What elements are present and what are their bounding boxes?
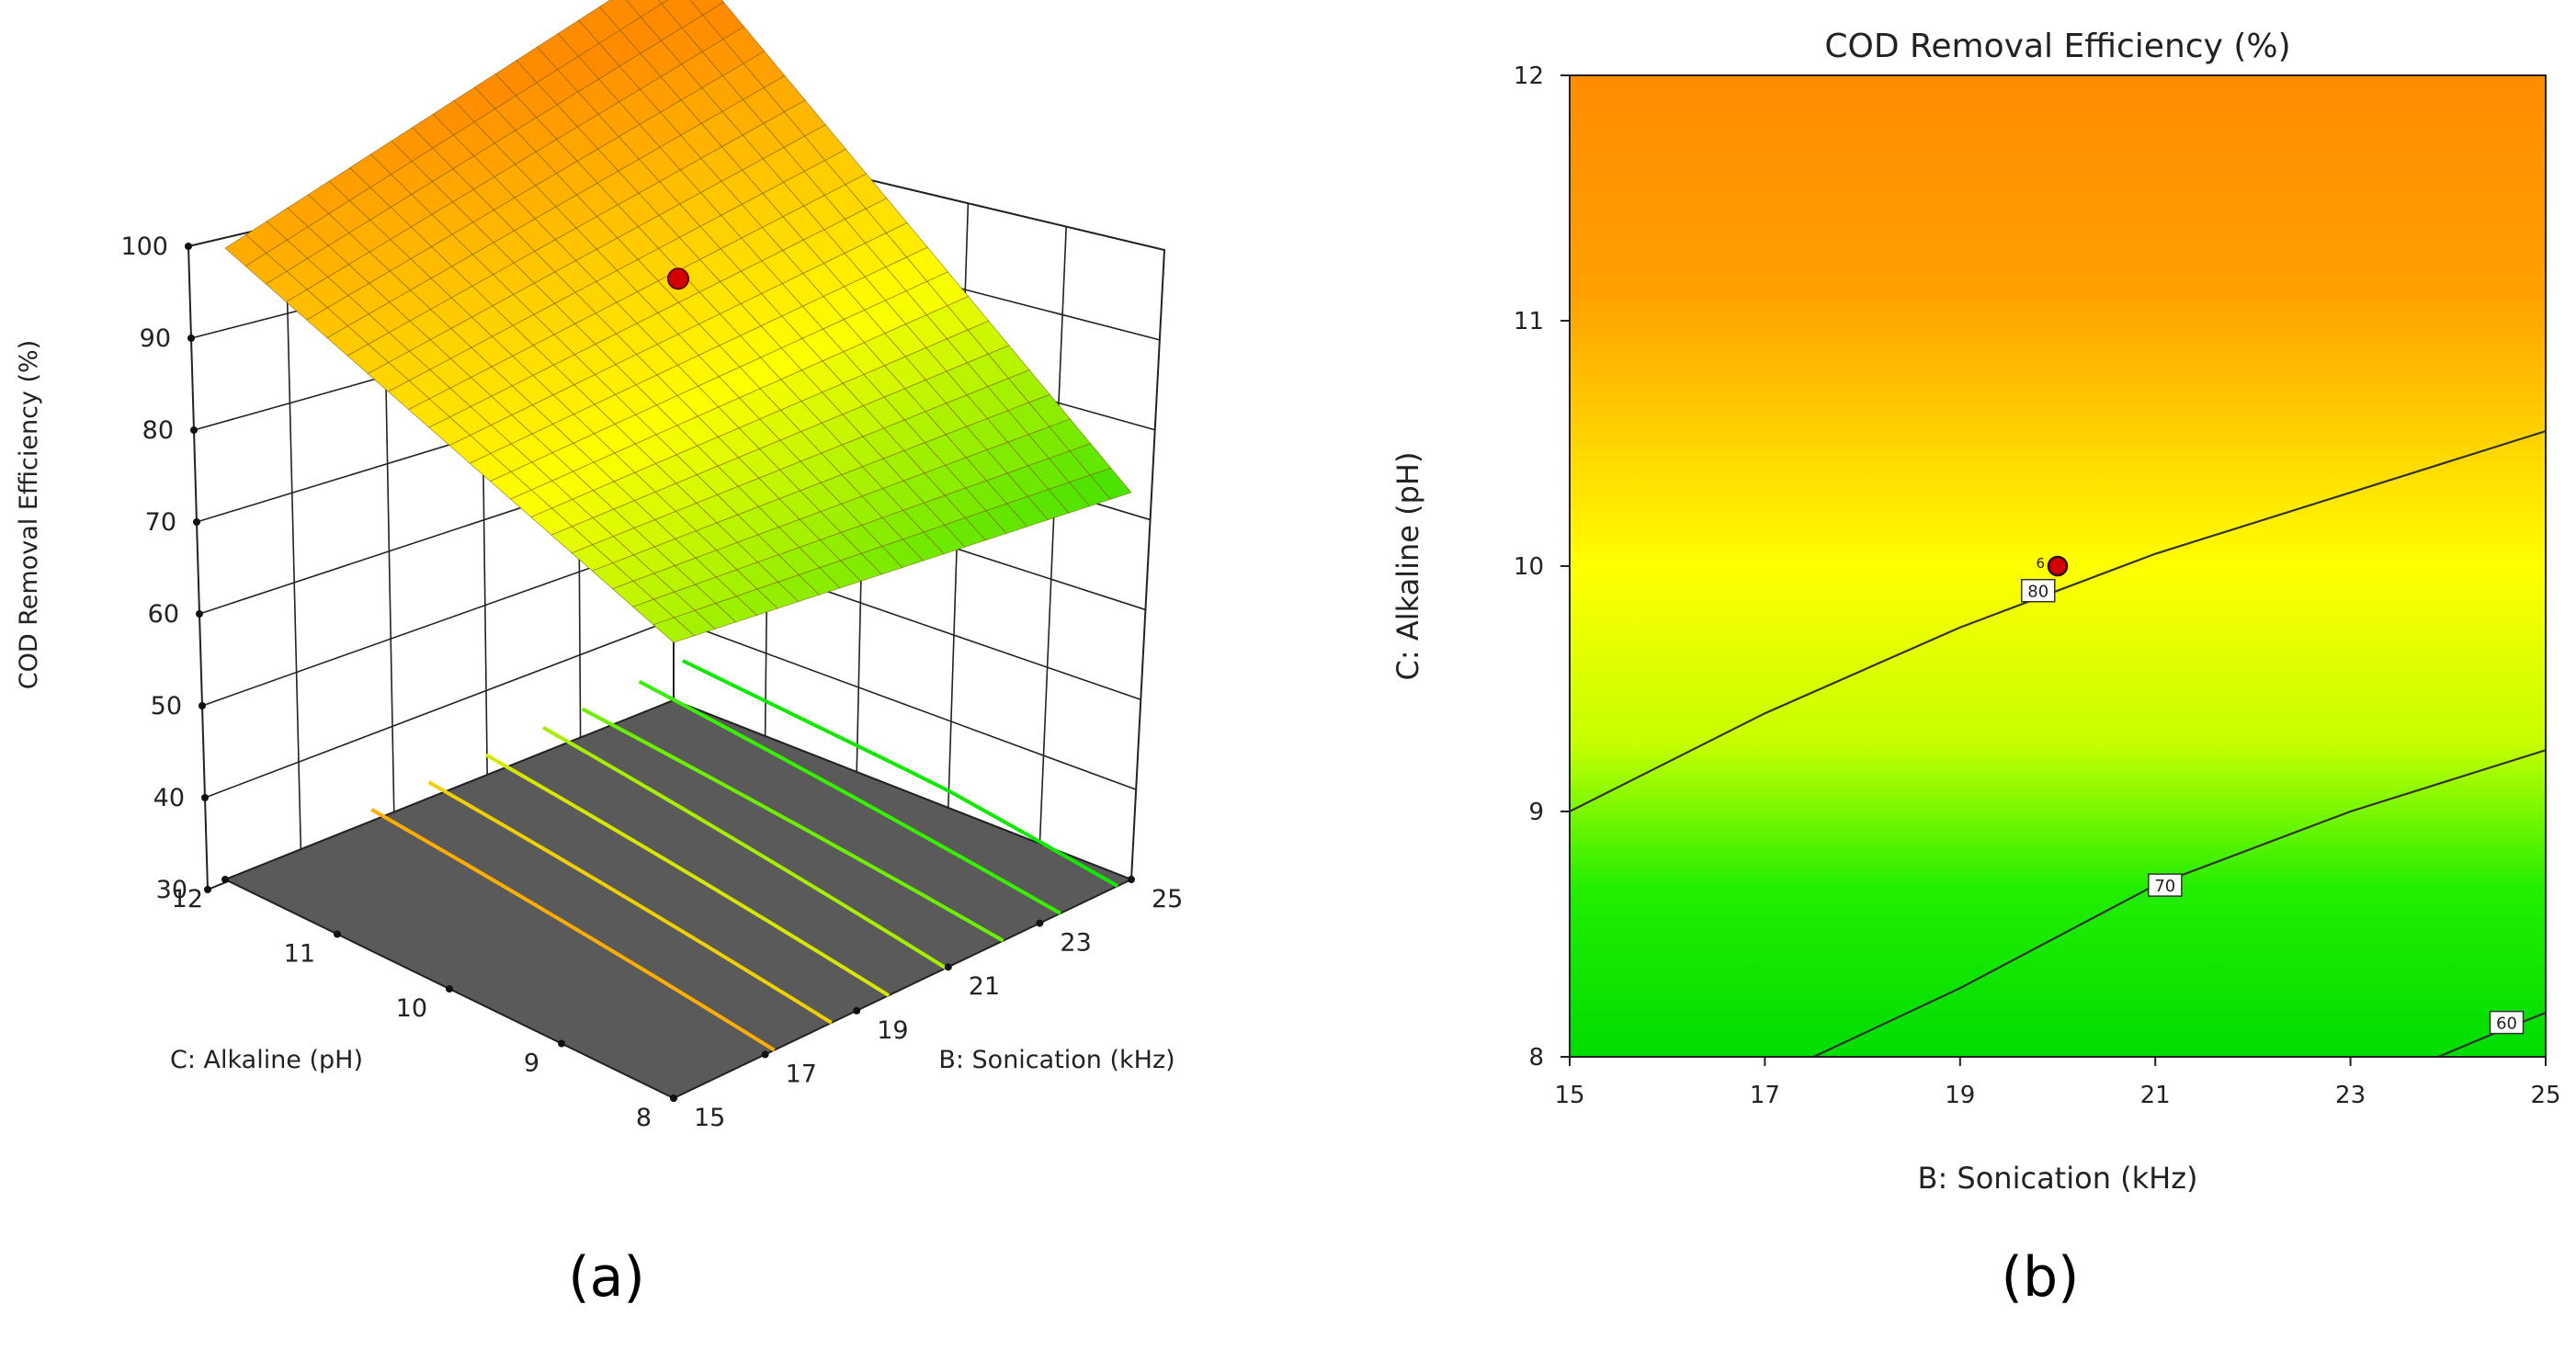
contour-label-box: [2489, 1010, 2525, 1035]
x-tick-label: 19: [877, 1016, 908, 1045]
x-tick-label: 25: [1152, 885, 1183, 913]
x-tick-label: 17: [786, 1060, 817, 1088]
y-axis-label: C: Alkaline (pH): [170, 1046, 363, 1074]
z-tick-mark: [201, 794, 209, 801]
x-tick-label: 19: [1945, 1082, 1975, 1109]
wall-gridline: [284, 223, 302, 852]
y-tick-mark: [558, 1039, 565, 1048]
y-tick-label: 12: [1514, 62, 1544, 90]
x-tick-label: 25: [2530, 1082, 2560, 1109]
y-tick-label: 12: [172, 885, 203, 913]
z-tick-label: 40: [153, 784, 185, 812]
z-tick-label: 100: [120, 233, 168, 261]
floor-contour-line: [682, 659, 1119, 888]
contour-label: 70: [2154, 877, 2175, 896]
x-tick-mark: [761, 1050, 769, 1059]
floor-contour-line: [370, 808, 776, 1052]
z-axis-label: COD Removal Efficiency (%): [15, 340, 43, 689]
y-tick-mark: [446, 985, 453, 993]
contour-plot-panel: COD Removal Efficiency (%) 60 70 80 15 17 19…: [1390, 28, 2561, 1310]
x-tick-mark: [853, 1006, 861, 1015]
y-tick-label: 8: [1528, 1044, 1544, 1072]
z-tick-mark: [196, 610, 203, 618]
y-tick-label: 11: [284, 940, 315, 969]
x-tick-mark: [1036, 919, 1044, 927]
chart-title: COD Removal Efficiency (%): [1824, 28, 2290, 65]
z-tick-mark: [199, 702, 206, 709]
surface-cell: [625, 0, 663, 18]
y-tick-label: 10: [396, 994, 427, 1023]
y-tick-label: 11: [1514, 308, 1544, 335]
surface-cell: [657, 0, 669, 5]
y-axis-label: C: Alkaline (pH): [1390, 452, 1425, 681]
y-tick-label: 9: [1528, 799, 1544, 826]
floor-contour-line: [638, 679, 1061, 915]
contour-labels: 60 70 80: [2021, 578, 2525, 1035]
floor-contour-line: [484, 753, 891, 997]
floor-contour-line: [581, 707, 1004, 943]
x-tick-mark: [670, 1095, 677, 1102]
x-axis-label: B: Sonication (kHz): [1918, 1161, 2198, 1196]
z-tick-label: 70: [145, 508, 176, 537]
z-tick-mark: [190, 426, 198, 434]
x-axis-label: B: Sonication (kHz): [938, 1046, 1175, 1074]
y-tick-label: 10: [1514, 553, 1544, 581]
z-tick-label: 50: [151, 692, 182, 720]
x-tick-mark: [1128, 876, 1135, 883]
y-tick-mark: [221, 876, 229, 883]
design-point: 6: [2036, 555, 2069, 577]
y-tick-label: 8: [636, 1104, 652, 1132]
axis-ticks: 15 17 19 21 23 25 8 9 10 11 12: [1514, 62, 2561, 1109]
x-tick-mark: [944, 963, 952, 971]
contour-label: 60: [2496, 1015, 2517, 1034]
surface-cell: [661, 0, 704, 28]
floor-contours: [370, 659, 1119, 1052]
x-tick-label: 23: [1060, 929, 1091, 958]
z-tick-mark: [204, 886, 211, 893]
z-tick-label: 30: [156, 876, 187, 904]
surface-plot-panel: 30 40 50 60 70 80 90 100 8 9 10 11 12 15 17 19 21 23 25 CO…: [15, 0, 1183, 1310]
surface-cell: [689, 0, 725, 16]
surface-cell: [598, 0, 641, 31]
panel-label-a: (a): [568, 1245, 645, 1310]
x-tick-label: 23: [2335, 1082, 2366, 1109]
z-tick-label: 60: [148, 600, 179, 629]
x-tick-label: 17: [1750, 1082, 1780, 1109]
z-tick-label: 80: [142, 416, 174, 445]
contour-line-80: [1570, 430, 2546, 812]
z-tick-mark: [185, 243, 192, 250]
floor-contour-line: [542, 725, 948, 970]
design-point-count: 6: [2036, 555, 2045, 572]
y-tick-mark: [334, 930, 341, 938]
wall-gridline: [1038, 226, 1067, 845]
axis-ticks: 30 40 50 60 70 80 90 100 8 9 10 11 12 15 17 19 21 23 25: [120, 233, 1183, 1132]
panel-label-b: (b): [2002, 1245, 2080, 1310]
contour-label-box: [2021, 578, 2056, 603]
y-tick-label: 9: [524, 1049, 539, 1078]
design-point-marker: [2047, 555, 2069, 577]
floor-contour-line: [427, 780, 833, 1025]
contour-label: 80: [2027, 583, 2048, 602]
x-tick-label: 15: [694, 1104, 725, 1132]
z-tick-mark: [193, 518, 200, 526]
z-tick-label: 90: [140, 324, 171, 353]
x-tick-label: 21: [969, 972, 1000, 1001]
contour-label-box: [2148, 873, 2183, 897]
z-tick-mark: [187, 335, 195, 342]
design-point-marker: [667, 267, 689, 290]
response-surface: [224, 0, 1132, 643]
x-tick-label: 15: [1554, 1082, 1584, 1109]
x-tick-label: 21: [2140, 1082, 2171, 1109]
